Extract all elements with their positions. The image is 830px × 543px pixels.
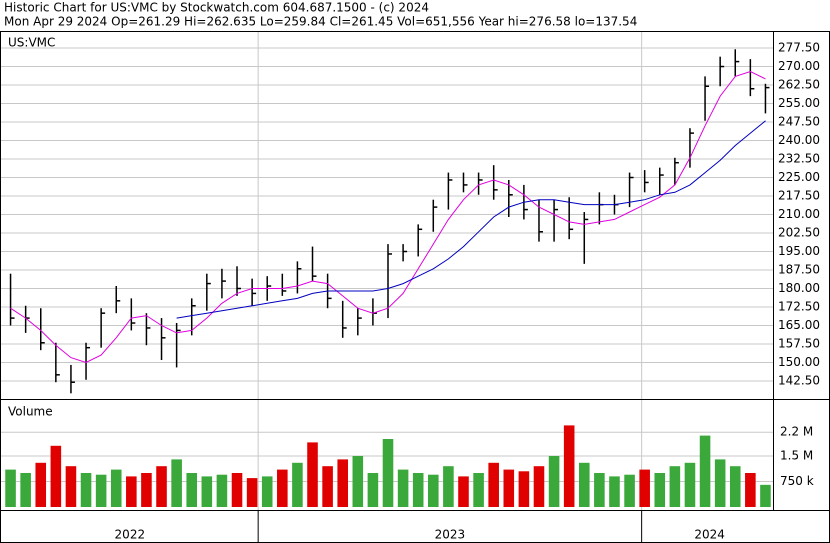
volume-bar <box>156 466 167 507</box>
volume-bar <box>65 466 77 507</box>
y-tick-label: 1.5 M <box>780 449 813 463</box>
x-tick-label: 2023 <box>435 528 466 542</box>
header-line1: Historic Chart for US:VMC by Stockwatch.… <box>4 1 429 15</box>
y-tick-label: 180.00 <box>778 281 820 295</box>
volume-bar <box>745 473 756 507</box>
y-tick-label: 750 k <box>780 474 814 488</box>
volume-bar <box>382 439 394 507</box>
volume-bar <box>684 462 696 507</box>
volume-bar <box>80 473 92 507</box>
symbol-label: US:VMC <box>8 36 55 50</box>
volume-bar <box>292 462 303 507</box>
y-tick-label: 255.00 <box>778 96 820 110</box>
volume-bar <box>443 466 454 507</box>
volume-bar <box>714 459 726 507</box>
volume-bar <box>246 478 258 507</box>
volume-bar <box>488 462 499 507</box>
volume-bar <box>473 473 484 507</box>
volume-bar <box>322 466 333 507</box>
header-line2: Mon Apr 29 2024 Op=261.29 Hi=262.635 Lo=… <box>4 15 637 29</box>
volume-bar <box>458 476 469 507</box>
volume-bar <box>624 474 635 507</box>
y-tick-label: 195.00 <box>778 244 820 258</box>
volume-bar <box>261 476 273 507</box>
volume-bar <box>95 474 107 507</box>
y-tick-label: 150.00 <box>778 355 820 369</box>
volume-bar <box>397 469 409 507</box>
moving-average <box>10 70 766 364</box>
y-tick-label: 210.00 <box>778 207 820 221</box>
volume-bar <box>428 474 439 507</box>
volume-bar <box>639 469 650 507</box>
y-tick-label: 142.50 <box>778 373 820 387</box>
y-tick-label: 202.50 <box>778 226 820 240</box>
volume-bar <box>20 473 31 507</box>
x-tick-label: 2024 <box>694 528 725 542</box>
volume-bar <box>201 476 213 507</box>
volume-bar <box>609 476 620 507</box>
y-tick-label: 225.00 <box>778 170 820 184</box>
y-tick-label: 262.50 <box>778 78 820 92</box>
volume-bar <box>563 425 575 507</box>
volume-bar <box>171 459 182 507</box>
volume-label: Volume <box>8 405 53 419</box>
x-tick-label: 2022 <box>115 528 146 542</box>
volume-bar <box>141 473 152 507</box>
y-tick-label: 172.50 <box>778 299 820 313</box>
volume-bar <box>186 473 198 507</box>
y-tick-label: 217.50 <box>778 189 820 203</box>
y-tick-label: 187.50 <box>778 262 820 276</box>
volume-bar <box>503 469 515 507</box>
volume-bar <box>277 469 288 507</box>
volume-bar <box>352 456 364 507</box>
volume-bar <box>367 473 379 507</box>
y-tick-label: 247.50 <box>778 115 820 129</box>
y-tick-label: 270.00 <box>778 59 820 73</box>
volume-bar <box>307 442 318 507</box>
y-tick-label: 165.00 <box>778 318 820 332</box>
y-tick-label: 2.2 M <box>780 425 813 439</box>
y-tick-label: 277.50 <box>778 41 820 55</box>
volume-bar <box>699 435 711 507</box>
volume-bar <box>337 459 348 507</box>
volume-bar <box>216 474 228 507</box>
volume-bar <box>412 473 424 507</box>
volume-bar <box>594 473 605 507</box>
volume-bar <box>35 462 47 507</box>
volume-bar <box>518 471 530 507</box>
volume-bar <box>533 466 545 507</box>
y-tick-label: 232.50 <box>778 152 820 166</box>
volume-bar <box>50 445 62 507</box>
volume-bar <box>729 466 741 507</box>
volume-bar <box>669 466 681 507</box>
volume-bar <box>578 462 590 507</box>
moving-average <box>176 120 766 319</box>
volume-bar <box>548 456 560 507</box>
volume-bar <box>126 476 137 507</box>
y-tick-label: 157.50 <box>778 336 820 350</box>
volume-bar <box>231 473 243 507</box>
volume-bar <box>5 469 16 507</box>
volume-bar <box>110 469 122 507</box>
y-tick-label: 240.00 <box>778 133 820 147</box>
volume-bar <box>760 484 771 507</box>
volume-bar <box>654 473 666 507</box>
